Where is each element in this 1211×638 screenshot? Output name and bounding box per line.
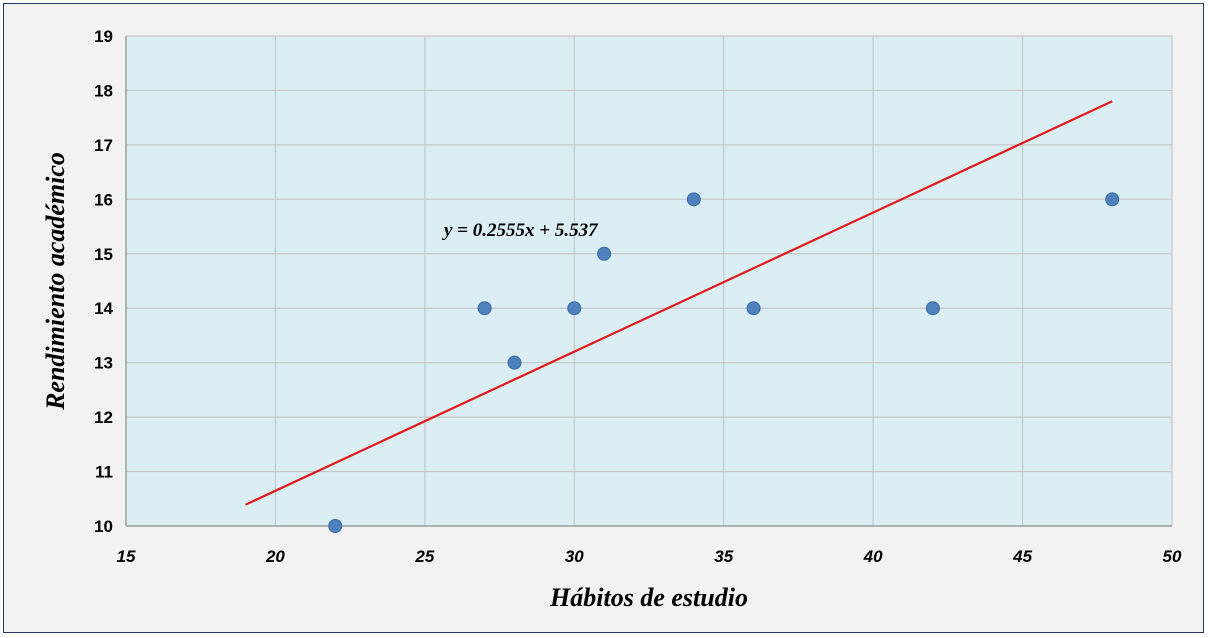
trendline xyxy=(245,100,1113,506)
data-point xyxy=(567,301,582,316)
y-tick-label: 16 xyxy=(94,190,113,209)
x-tick-label: 25 xyxy=(414,547,434,566)
y-tick-label: 18 xyxy=(94,81,113,100)
y-axis-title: Rendimiento académico xyxy=(41,152,70,411)
y-tick-label: 12 xyxy=(94,408,113,427)
y-tick-label: 17 xyxy=(94,136,113,155)
data-point xyxy=(925,301,940,316)
data-point xyxy=(597,246,612,261)
y-tick-label: 13 xyxy=(94,354,113,373)
x-tick-label: 40 xyxy=(863,547,883,566)
trendline-layer xyxy=(245,100,1113,506)
y-tick-label: 11 xyxy=(95,463,113,482)
trendline-equation: y = 0.2555x + 5.537 xyxy=(442,220,599,241)
x-axis-title: Hábitos de estudio xyxy=(549,583,748,612)
x-tick-label: 15 xyxy=(117,547,136,566)
data-point xyxy=(1105,192,1120,207)
data-point xyxy=(746,301,761,316)
data-point xyxy=(686,192,701,207)
y-tick-label: 10 xyxy=(94,517,113,536)
x-tick-label: 35 xyxy=(714,547,733,566)
x-tick-label: 45 xyxy=(1012,547,1032,566)
plot-area xyxy=(126,36,1172,526)
tick-labels: 15 20 25 30 35 40 45 50 10 11 12 13 14 15 16 17 18 19 xyxy=(94,27,1182,566)
x-tick-label: 50 xyxy=(1163,547,1182,566)
data-points xyxy=(328,192,1120,533)
y-tick-label: 19 xyxy=(94,27,113,46)
data-point xyxy=(477,301,492,316)
y-tick-label: 15 xyxy=(94,245,113,264)
gridlines xyxy=(126,35,1173,526)
y-tick-label: 14 xyxy=(94,299,113,318)
x-tick-label: 30 xyxy=(565,547,584,566)
data-point xyxy=(507,355,522,370)
data-point xyxy=(328,519,343,533)
axes xyxy=(125,36,1172,527)
x-tick-label: 20 xyxy=(265,547,285,566)
